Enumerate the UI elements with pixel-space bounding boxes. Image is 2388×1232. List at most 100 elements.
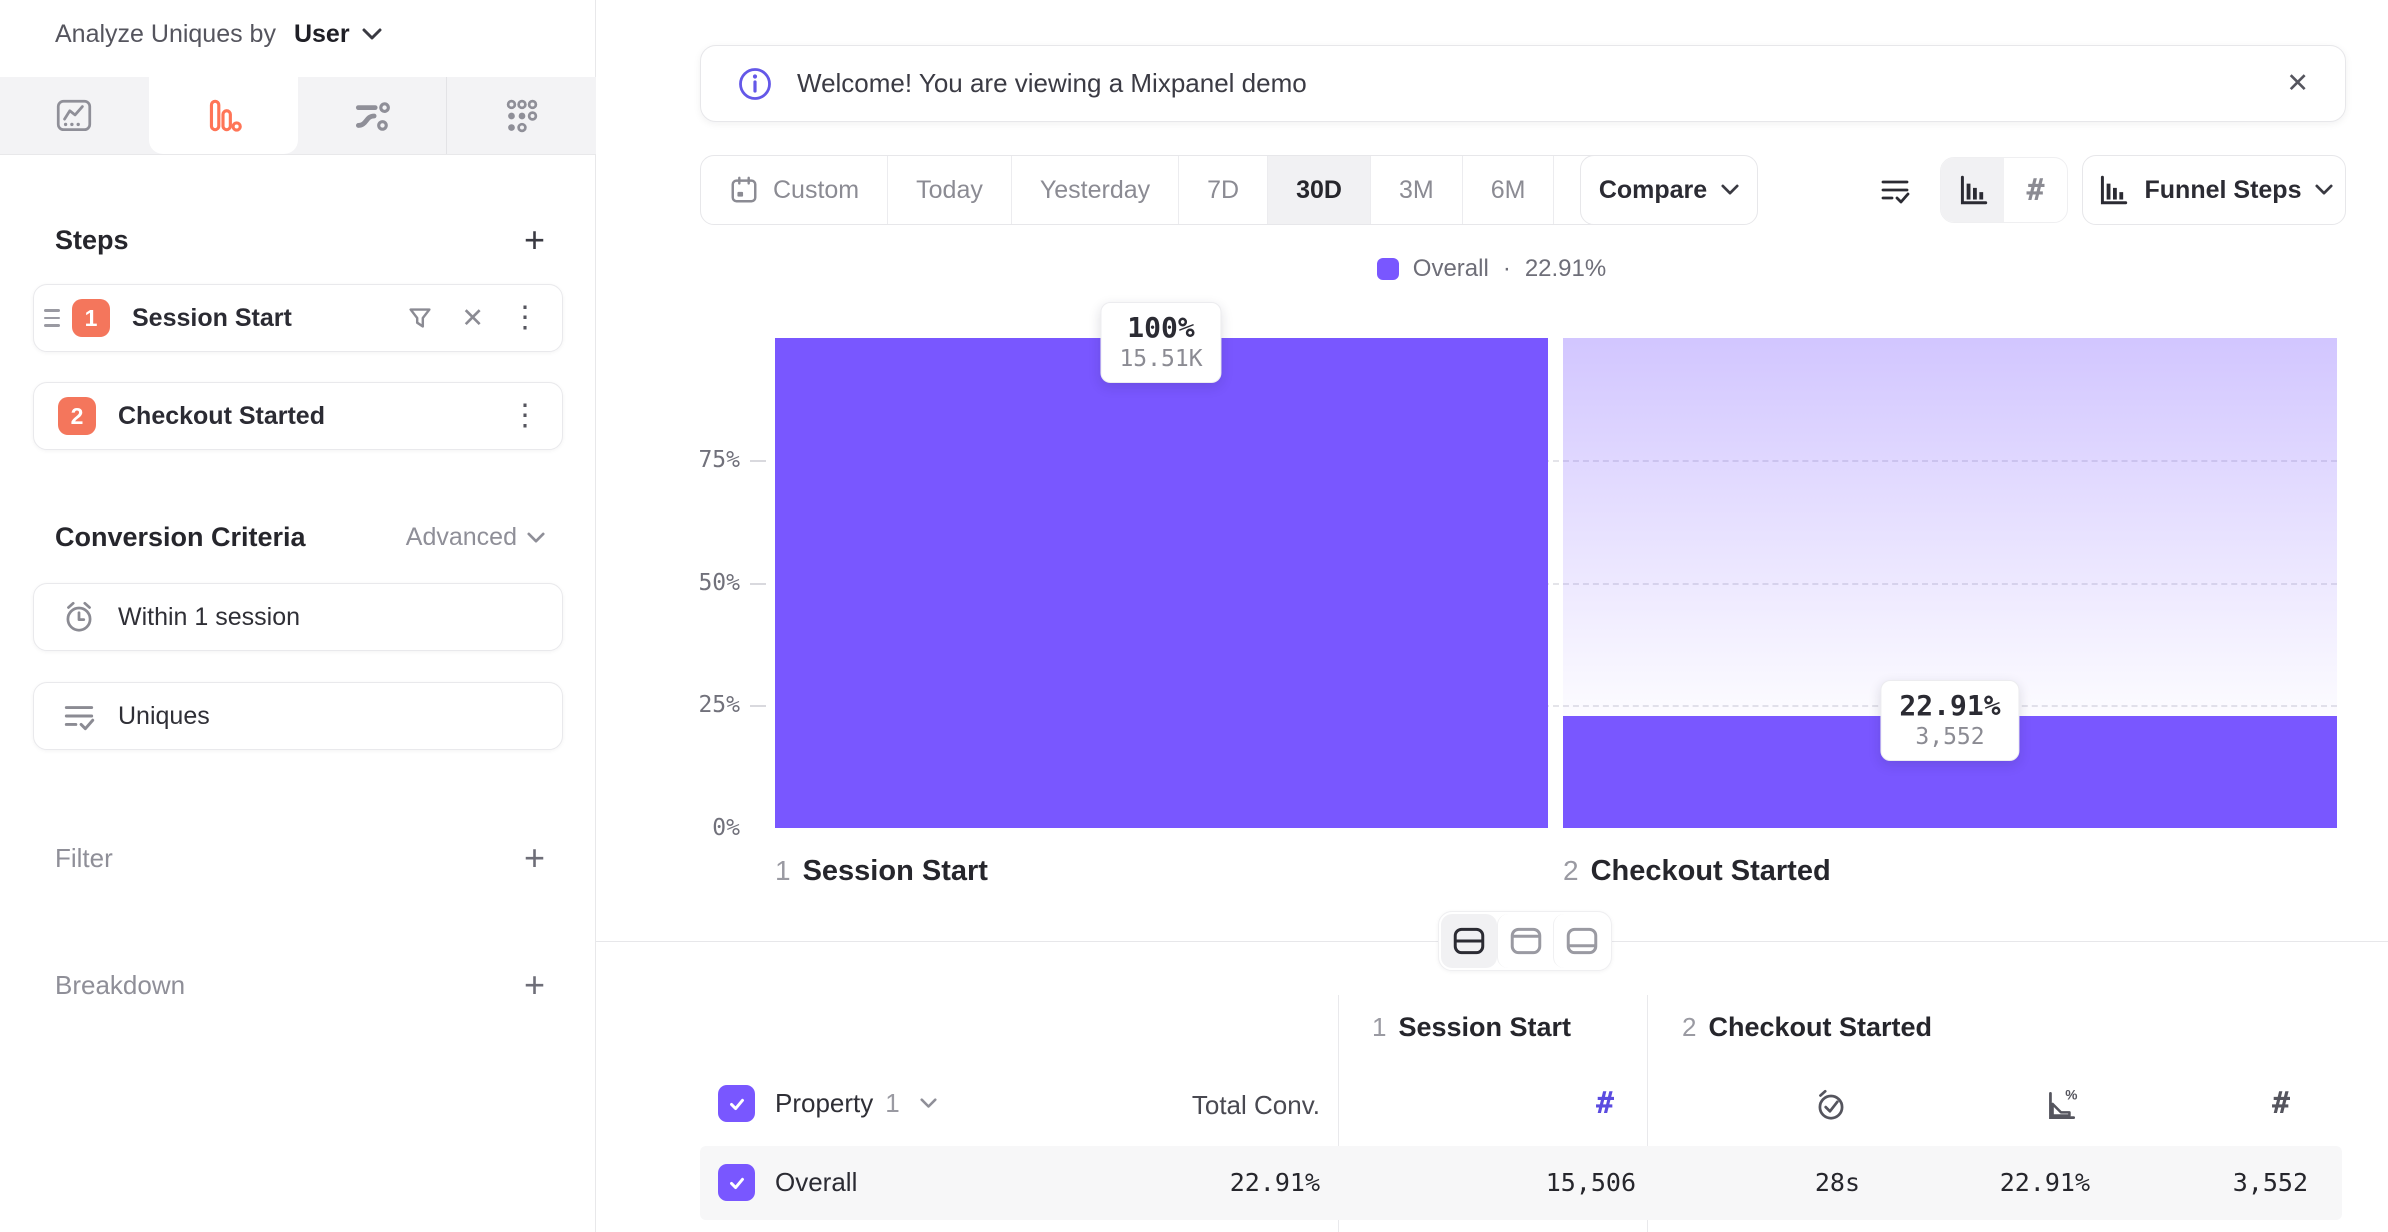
column-group-checkout-started: 2 Checkout Started	[1682, 1012, 1933, 1042]
analyze-by-dropdown[interactable]: User	[293, 20, 350, 48]
metric-count-icon-active[interactable]: #	[1596, 1086, 1615, 1121]
date-range-30d[interactable]: 30D	[1268, 156, 1371, 224]
tab-retention[interactable]	[446, 77, 596, 154]
y-axis-label: 50%	[698, 570, 740, 596]
panel-layout-toggle	[1438, 911, 1612, 971]
cell-checkout-conv: 22.91%	[1999, 1168, 2090, 1197]
chevron-down-icon	[1721, 184, 1739, 195]
remove-step-icon[interactable]: ✕	[461, 302, 484, 333]
tab-flows[interactable]	[298, 77, 447, 154]
step-card-checkout-started[interactable]: 2 Checkout Started ⋮	[33, 382, 563, 450]
legend-label: Overall	[1412, 255, 1489, 282]
legend-value: 22.91%	[1524, 255, 1607, 282]
column-group-session-start: 1 Session Start	[1372, 1012, 1572, 1042]
demo-banner: Welcome! You are viewing a Mixpanel demo…	[700, 45, 2346, 122]
property-dropdown[interactable]: Property	[775, 1088, 874, 1118]
gridline-25	[775, 705, 2337, 707]
hash-icon: #	[2026, 172, 2045, 208]
funnel-bars-icon	[210, 99, 242, 132]
tab-insights[interactable]	[0, 77, 149, 154]
total-conv-header: Total Conv.	[1191, 1090, 1320, 1120]
layout-table-only-icon[interactable]	[1553, 914, 1609, 968]
drag-handle-icon[interactable]	[44, 309, 60, 327]
table-header-property: Property 1	[718, 1085, 937, 1122]
layout-split-icon[interactable]	[1441, 914, 1497, 968]
cell-checkout-time: 28s	[1814, 1168, 1860, 1197]
tooltip-count: 3,552	[1915, 723, 1985, 750]
y-axis-label: 0%	[712, 815, 740, 841]
chevron-down-icon	[527, 532, 545, 542]
line-chart-icon	[57, 99, 92, 131]
cell-session-start-count: 15,506	[1545, 1168, 1636, 1197]
date-range-3m[interactable]: 3M	[1371, 156, 1463, 224]
tab-funnels[interactable]	[148, 77, 298, 154]
step-menu-icon[interactable]: ⋮	[510, 399, 540, 432]
row-label-cell: Overall	[718, 1164, 857, 1201]
chevron-down-icon[interactable]	[362, 28, 382, 41]
info-icon	[739, 67, 771, 100]
tooltip-percent: 100%	[1127, 311, 1195, 344]
compare-button[interactable]: Compare	[1580, 155, 1758, 225]
step-axis-label: 1 Session Start	[775, 855, 988, 887]
steps-title: Steps	[55, 224, 129, 255]
uniques-metric-button[interactable]	[1862, 157, 1928, 223]
filter-icon[interactable]	[405, 303, 435, 333]
ytick	[750, 460, 766, 462]
bar-axis-icon	[2100, 175, 2127, 205]
date-range-yesterday[interactable]: Yesterday	[1012, 156, 1180, 224]
format-number[interactable]: #	[2004, 158, 2067, 222]
step-menu-icon[interactable]: ⋮	[510, 301, 540, 334]
analyze-header: Analyze Uniques by User	[55, 20, 382, 49]
flows-icon	[355, 101, 390, 131]
counting-method-card[interactable]: Uniques	[33, 682, 563, 750]
legend-separator: ·	[1502, 255, 1511, 282]
list-check-icon	[1881, 180, 1910, 204]
chevron-down-icon[interactable]	[920, 1098, 937, 1109]
funnel-bar-session-start[interactable]	[775, 338, 1548, 828]
select-all-checkbox[interactable]	[718, 1085, 755, 1122]
breakdown-header: Breakdown +	[55, 967, 545, 1003]
banner-text: Welcome! You are viewing a Mixpanel demo	[797, 68, 1307, 98]
bar-value-tooltip: 100% 15.51K	[1100, 302, 1222, 383]
step-card-session-start[interactable]: 1 Session Start ✕ ⋮	[33, 284, 563, 352]
filter-title: Filter	[55, 842, 113, 873]
grid-dots-icon	[506, 99, 537, 132]
column-divider	[1647, 995, 1648, 1232]
counting-method-label: Uniques	[118, 701, 210, 730]
metric-avg-time-icon[interactable]	[1812, 1086, 1850, 1124]
table-row-overall[interactable]	[700, 1146, 2342, 1220]
conversion-window-card[interactable]: Within 1 session	[33, 583, 563, 651]
step-axis-label: 2 Checkout Started	[1563, 855, 1831, 887]
banner-close-icon[interactable]: ✕	[2286, 68, 2309, 98]
column-divider	[1338, 995, 1339, 1232]
filter-header: Filter +	[55, 840, 545, 876]
add-step-button[interactable]: +	[523, 219, 545, 260]
advanced-dropdown[interactable]: Advanced	[406, 523, 545, 552]
date-range-6m[interactable]: 6M	[1463, 156, 1555, 224]
row-checkbox[interactable]	[718, 1164, 755, 1201]
breakdown-title: Breakdown	[55, 969, 186, 1000]
step-number-badge: 2	[58, 397, 96, 435]
metric-conv-rate-icon[interactable]: %	[2042, 1086, 2080, 1124]
date-range-custom[interactable]: Custom	[701, 156, 889, 224]
report-type-tabs	[0, 77, 596, 155]
format-percent-bars[interactable]	[1941, 158, 2004, 222]
date-range-today[interactable]: Today	[888, 156, 1012, 224]
add-filter-button[interactable]: +	[523, 837, 545, 878]
conversion-criteria-header: Conversion Criteria Advanced	[55, 522, 545, 553]
step-number-badge: 1	[72, 299, 110, 337]
layout-chart-only-icon[interactable]	[1497, 914, 1553, 968]
row-name: Overall	[775, 1167, 858, 1197]
date-range-7d[interactable]: 7D	[1179, 156, 1269, 224]
value-format-toggle: #	[1940, 157, 2068, 223]
legend-item-overall[interactable]: Overall · 22.91%	[595, 255, 2388, 283]
metric-count-icon[interactable]: #	[2272, 1086, 2291, 1121]
chart-view-dropdown[interactable]: Funnel Steps	[2082, 155, 2346, 225]
tooltip-count: 15.51K	[1119, 346, 1203, 372]
step-label: Checkout Started	[118, 401, 325, 430]
date-range-picker: Custom Today Yesterday 7D 30D 3M 6M 12M	[700, 155, 1661, 225]
cell-total-conv: 22.91%	[1229, 1168, 1320, 1197]
add-breakdown-button[interactable]: +	[523, 964, 545, 1005]
alarm-clock-icon	[66, 601, 92, 632]
